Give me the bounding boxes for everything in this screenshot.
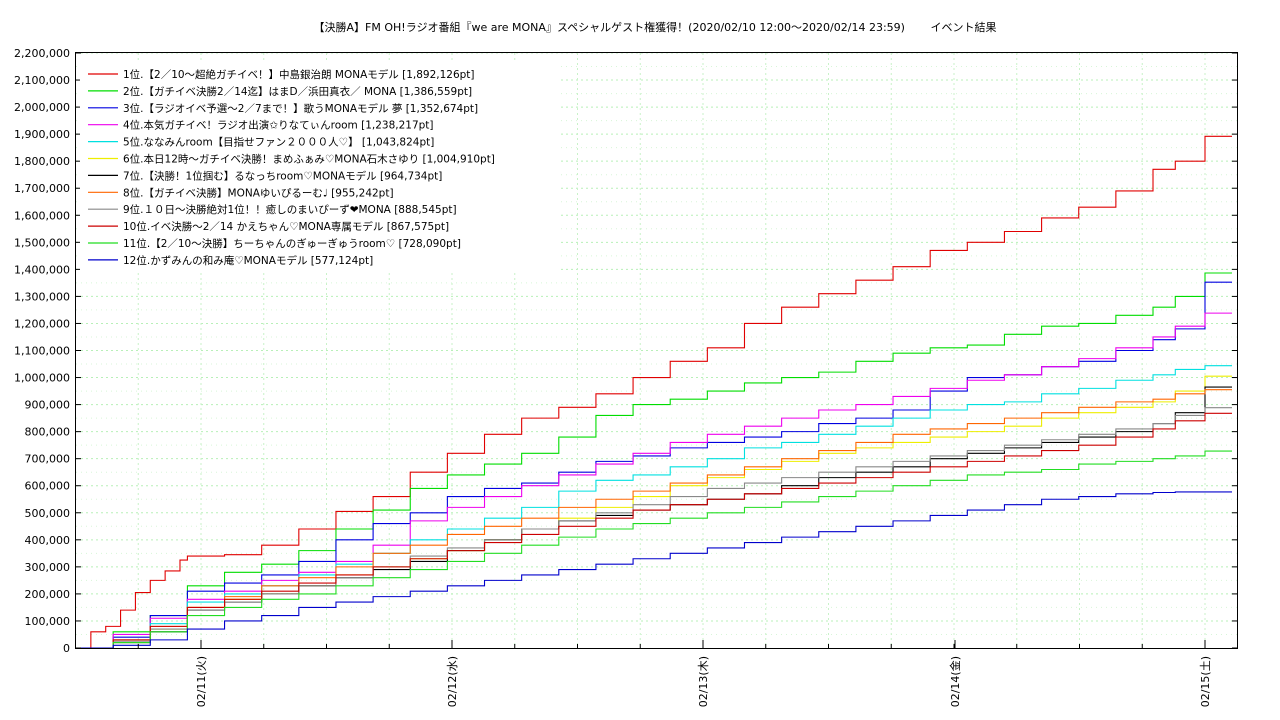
y-tick-label: 800,000	[25, 426, 71, 439]
x-tick-label: 02/12(水)	[446, 656, 459, 707]
y-tick-label: 1,700,000	[14, 182, 70, 195]
series-line-2	[76, 272, 1232, 649]
series-line-4	[76, 312, 1232, 649]
chart-title: 【決勝A】FM OH!ラジオ番組『we are MONA』スペシャルゲスト権獲得…	[314, 20, 997, 34]
y-tick-label: 2,200,000	[14, 47, 70, 60]
legend-entry: 9位.１０日〜決勝絶対1位！！癒しのまいぴーず❤MONA [888,545pt]	[123, 203, 457, 216]
legend-entry: 1位.【2／10〜超絶ガチイベ！】中島銀治朗 MONAモデル [1,892,12…	[123, 68, 475, 81]
y-tick-label: 2,100,000	[14, 74, 70, 87]
y-tick-label: 1,100,000	[14, 345, 70, 358]
y-tick-label: 1,000,000	[14, 372, 70, 385]
axes: 0 100,000 200,000 300,000 400,000 500,000 600,…	[14, 47, 1237, 707]
legend-entry: 3位.【ラジオイベ予選〜2／7まで！】歌うMONAモデル 夢 [1,352,67…	[123, 102, 478, 115]
legend-entry: 10位.イベ決勝〜2／14 かえちゃん♡MONA専属モデル [867,575pt…	[123, 220, 449, 233]
y-tick-label: 1,400,000	[14, 263, 70, 276]
series-line-1	[76, 135, 1232, 649]
y-tick-label: 1,800,000	[14, 155, 70, 168]
y-tick-label: 1,900,000	[14, 128, 70, 141]
legend-box	[80, 60, 558, 272]
series-line-9	[76, 407, 1232, 649]
y-tick-label: 100,000	[25, 615, 71, 628]
series-line-3	[76, 281, 1232, 649]
y-tick-label: 300,000	[25, 561, 71, 574]
y-tick-label: 0	[63, 642, 70, 655]
y-tick-label: 1,600,000	[14, 209, 70, 222]
x-tick-label: 02/14(金)	[948, 656, 962, 707]
series-line-10	[76, 412, 1232, 649]
y-tick-label: 500,000	[25, 507, 71, 520]
series-line-5	[76, 365, 1232, 649]
y-tick-label: 900,000	[25, 399, 71, 412]
legend-entry: 6位.本日12時〜ガチイベ決勝！まめふぁみ♡MONA石木さゆり [1,004,9…	[123, 153, 495, 166]
y-tick-label: 2,000,000	[14, 101, 70, 114]
series-lines	[76, 135, 1232, 649]
y-tick-label: 1,300,000	[14, 290, 70, 303]
legend-entry: 2位.【ガチイベ決勝2／14迄】はまD／浜田真衣／ MONA [1,386,55…	[123, 85, 472, 98]
legend: 1位.【2／10〜超絶ガチイベ！】中島銀治朗 MONAモデル [1,892,12…	[80, 60, 558, 272]
x-tick-label: 02/13(木)	[697, 656, 710, 707]
y-tick-label: 400,000	[25, 534, 71, 547]
series-line-11	[76, 450, 1232, 649]
y-tick-label: 700,000	[25, 453, 71, 466]
y-tick-label: 600,000	[25, 480, 71, 493]
y-tick-label: 1,200,000	[14, 317, 70, 330]
legend-entry: 5位.ななみんroom【目指せファン２０００人♡】 [1,043,824pt]	[123, 136, 434, 149]
y-tick-label: 1,500,000	[14, 236, 70, 249]
legend-entry: 4位.本気ガチイベ！ラジオ出演✩りなてぃんroom [1,238,217pt]	[123, 119, 434, 132]
series-line-7	[76, 386, 1232, 649]
legend-entry: 8位.【ガチイベ決勝】MONAゆいぴるーむ♩ [955,242pt]	[123, 186, 394, 199]
y-tick-label: 200,000	[25, 588, 71, 601]
legend-entry: 12位.かずみんの和み庵♡MONAモデル [577,124pt]	[123, 254, 373, 267]
series-line-12	[76, 491, 1232, 649]
series-line-8	[76, 389, 1232, 649]
legend-entry: 11位.【2／10〜決勝】ちーちゃんのぎゅーぎゅうroom♡ [728,090p…	[123, 237, 461, 250]
x-tick-label: 02/15(土)	[1199, 656, 1212, 707]
legend-entry: 7位.【決勝！1位掴む】るなっちroom♡MONAモデル [964,734pt]	[123, 169, 442, 182]
grid	[76, 52, 1237, 648]
plot-frame	[75, 52, 1238, 649]
x-tick-label: 02/11(火)	[195, 656, 208, 707]
